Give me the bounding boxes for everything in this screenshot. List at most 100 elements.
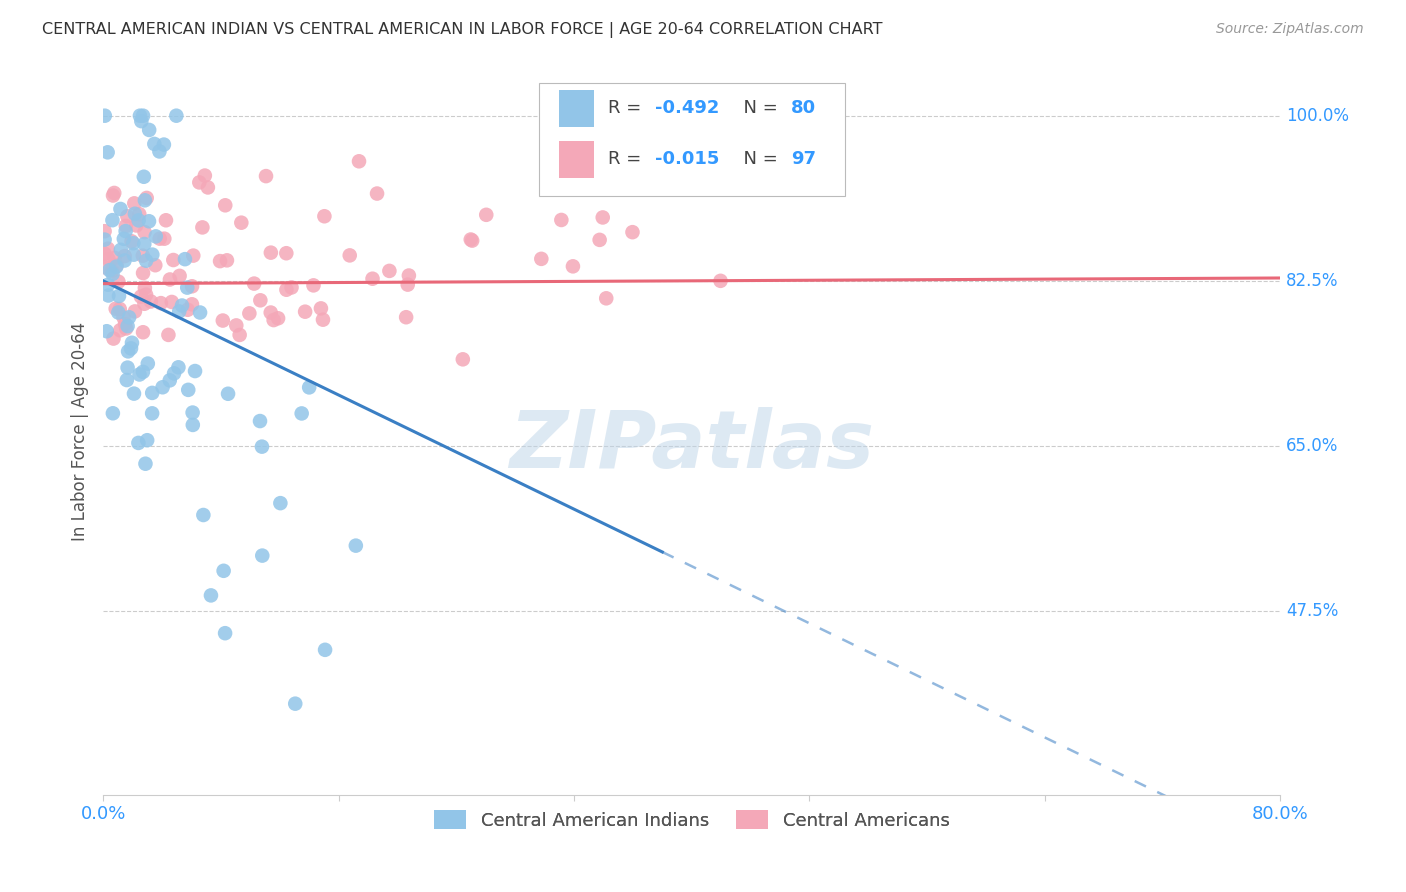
Point	[131, 114, 153, 128]
Point	[132, 266, 155, 280]
Point	[141, 385, 163, 400]
Point	[107, 275, 129, 289]
Point	[159, 272, 181, 286]
Point	[101, 213, 124, 227]
Point	[112, 232, 135, 246]
Point	[93, 260, 115, 275]
Point	[117, 209, 139, 223]
Bar	[558, 90, 595, 127]
Point	[124, 207, 146, 221]
Point	[103, 332, 125, 346]
Point	[243, 277, 266, 291]
Point	[209, 254, 232, 268]
Point	[621, 225, 644, 239]
Text: ZIPatlas: ZIPatlas	[509, 408, 875, 485]
Point	[165, 109, 187, 123]
Point	[167, 304, 190, 318]
Point	[110, 202, 132, 216]
Point	[132, 249, 155, 263]
Point	[188, 175, 211, 189]
Point	[132, 325, 155, 339]
Text: Source: ZipAtlas.com: Source: ZipAtlas.com	[1216, 22, 1364, 37]
Point	[101, 267, 124, 281]
Text: R =: R =	[609, 151, 647, 169]
Point	[93, 233, 115, 247]
Point	[267, 311, 290, 326]
Text: 82.5%: 82.5%	[1286, 272, 1339, 290]
Point	[592, 211, 614, 225]
Point	[124, 304, 146, 318]
Point	[93, 224, 115, 238]
Point	[108, 289, 131, 303]
Point	[114, 317, 136, 331]
Point	[181, 279, 204, 293]
Point	[228, 327, 250, 342]
Text: R =: R =	[609, 100, 647, 118]
Point	[378, 264, 401, 278]
Point	[149, 296, 172, 310]
Point	[709, 274, 731, 288]
Point	[136, 357, 159, 371]
Point	[595, 291, 617, 305]
Point	[167, 360, 190, 375]
Text: 97: 97	[790, 151, 815, 169]
Point	[129, 109, 152, 123]
Point	[128, 213, 150, 227]
Point	[197, 180, 219, 194]
Text: N =: N =	[731, 100, 783, 118]
Point	[117, 319, 139, 334]
Point	[97, 277, 120, 292]
Point	[132, 365, 155, 379]
Point	[181, 417, 204, 432]
Point	[157, 327, 180, 342]
Point	[103, 186, 125, 200]
Point	[112, 310, 135, 325]
Point	[294, 304, 316, 318]
Point	[97, 252, 120, 266]
Point	[314, 642, 336, 657]
Point	[121, 234, 143, 248]
Point	[134, 225, 156, 239]
Point	[93, 246, 115, 260]
Point	[143, 136, 166, 151]
Point	[145, 229, 167, 244]
Point	[530, 252, 553, 266]
Point	[108, 301, 131, 316]
Point	[118, 310, 141, 325]
Point	[104, 251, 127, 265]
Point	[128, 368, 150, 382]
Point	[347, 154, 370, 169]
Bar	[558, 141, 595, 178]
Point	[108, 323, 131, 337]
Point	[174, 252, 197, 267]
Point	[136, 434, 159, 448]
Point	[461, 234, 484, 248]
Point	[191, 220, 214, 235]
Point	[344, 539, 367, 553]
Point	[135, 191, 157, 205]
Point	[128, 207, 150, 221]
Text: 80: 80	[790, 100, 815, 118]
Point	[263, 313, 285, 327]
Point	[138, 214, 160, 228]
Point	[141, 406, 163, 420]
Point	[134, 194, 156, 208]
Point	[139, 294, 162, 309]
Point	[125, 219, 148, 233]
Point	[149, 232, 172, 246]
Point	[276, 283, 298, 297]
Point	[97, 242, 120, 256]
Point	[152, 380, 174, 394]
Point	[211, 313, 233, 327]
Point	[159, 373, 181, 387]
Point	[249, 414, 271, 428]
Point	[339, 248, 361, 262]
Point	[238, 306, 260, 320]
Point	[169, 268, 191, 283]
Point	[194, 169, 217, 183]
Point	[117, 344, 139, 359]
Point	[129, 290, 152, 304]
Point	[302, 278, 325, 293]
Point	[160, 295, 183, 310]
Point	[214, 626, 236, 640]
